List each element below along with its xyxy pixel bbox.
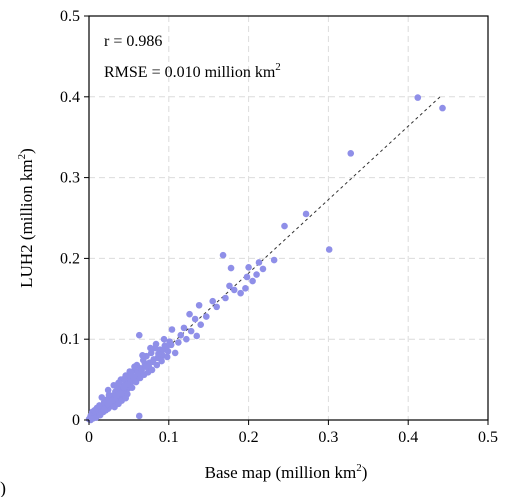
data-point — [270, 256, 278, 264]
data-point — [237, 289, 244, 297]
data-point — [126, 368, 133, 375]
rmse-text: RMSE = 0.010 million km — [104, 64, 276, 81]
plot-area — [88, 15, 489, 421]
y-axis-label-text: LUH2 (million km — [17, 159, 36, 287]
data-point — [116, 390, 124, 397]
x-axis-label-superscript: 2 — [356, 462, 362, 474]
data-point — [147, 344, 154, 352]
data-point — [281, 222, 288, 230]
data-point — [135, 412, 143, 420]
data-point — [132, 378, 140, 386]
data-point — [115, 379, 122, 387]
data-point — [243, 273, 251, 281]
x-tick-label: 0.3 — [318, 429, 338, 446]
data-point — [259, 265, 267, 273]
data-point — [175, 339, 182, 346]
x-tick-label: 0.1 — [159, 429, 179, 446]
data-point — [203, 313, 210, 320]
correlation-annotation: r = 0.986 — [104, 33, 162, 50]
data-point — [195, 301, 203, 309]
data-point — [187, 327, 195, 335]
data-point — [131, 363, 138, 370]
data-point — [197, 321, 205, 328]
panel-label: ) — [0, 478, 6, 497]
y-tick-label: 0 — [72, 412, 80, 429]
data-point — [180, 324, 188, 332]
data-point — [98, 394, 106, 401]
data-point — [139, 352, 146, 359]
data-point — [439, 104, 446, 112]
data-point — [325, 246, 333, 253]
x-tick-labels: 0 0.1 0.2 0.3 0.4 0.5 — [85, 420, 498, 446]
data-point — [128, 384, 136, 391]
data-point — [122, 394, 130, 402]
x-tick-label: 0.5 — [478, 429, 498, 446]
data-point — [249, 277, 256, 285]
x-axis-label: Base map (million km2) — [205, 462, 368, 482]
data-point — [213, 303, 220, 311]
data-point — [209, 297, 216, 305]
x-tick-label: 0 — [85, 429, 93, 446]
data-point — [124, 381, 131, 388]
x-axis-label-close: ) — [362, 463, 368, 482]
data-point — [135, 331, 143, 339]
grid-lines — [89, 16, 488, 420]
data-point — [186, 310, 193, 318]
x-axis-label-text: Base map (million km — [205, 463, 357, 482]
data-point — [108, 397, 116, 404]
data-point — [153, 361, 161, 369]
data-point — [158, 357, 165, 365]
data-point — [242, 284, 249, 292]
data-point — [255, 259, 263, 266]
data-point — [147, 349, 155, 357]
y-tick-label: 0.1 — [60, 331, 80, 348]
data-point — [219, 251, 227, 259]
y-axis-label: LUH2 (million km2) — [16, 148, 36, 288]
y-tick-label: 0.2 — [60, 250, 80, 267]
data-point — [226, 282, 233, 290]
data-point — [139, 356, 147, 364]
y-tick-label: 0.5 — [60, 8, 80, 25]
data-point — [163, 353, 171, 361]
plot-frame — [88, 15, 489, 421]
data-point — [167, 341, 175, 349]
data-point — [191, 315, 199, 323]
data-point — [104, 386, 112, 394]
data-point — [148, 366, 156, 374]
data-point — [183, 335, 190, 343]
data-point — [142, 363, 149, 370]
data-point — [177, 331, 185, 339]
y-axis-label-superscript: 2 — [16, 154, 28, 160]
data-point — [168, 326, 176, 333]
data-point — [347, 150, 355, 157]
data-point — [171, 349, 179, 357]
y-tick-label: 0.4 — [60, 89, 80, 106]
data-point — [193, 332, 201, 340]
data-point — [160, 335, 168, 343]
data-point — [230, 286, 238, 294]
data-point — [414, 94, 422, 101]
data-point — [100, 406, 108, 413]
data-point — [227, 264, 235, 272]
data-point — [155, 350, 162, 358]
y-tick-label: 0.3 — [60, 170, 80, 187]
data-point — [96, 411, 104, 419]
data-point — [120, 375, 128, 383]
x-tick-label: 0.4 — [398, 429, 418, 446]
rmse-annotation: RMSE = 0.010 million km2 — [104, 61, 281, 81]
data-points — [85, 94, 446, 424]
data-point — [222, 294, 229, 302]
data-point — [302, 210, 310, 218]
data-point — [150, 356, 157, 363]
rmse-superscript: 2 — [275, 61, 281, 73]
data-point — [152, 340, 160, 348]
data-point — [253, 271, 260, 278]
y-tick-labels: 0 0.1 0.2 0.3 0.4 0.5 — [60, 8, 89, 429]
data-point — [245, 263, 252, 271]
x-tick-label: 0.2 — [239, 429, 259, 446]
y-axis-label-close: ) — [17, 148, 36, 154]
